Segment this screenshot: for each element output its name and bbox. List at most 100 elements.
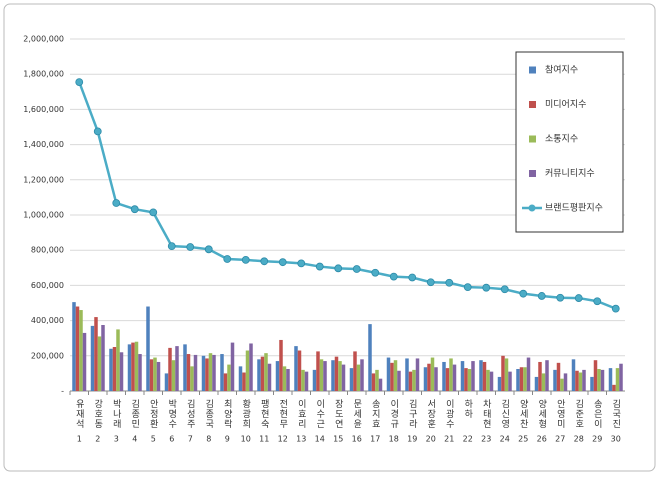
- bar: [331, 360, 335, 391]
- line-marker: [241, 255, 250, 264]
- bar: [563, 373, 568, 391]
- bar: [489, 371, 494, 391]
- bar: [590, 376, 594, 391]
- legend-marker: [528, 204, 536, 212]
- y-tick-label: 1,200,000: [23, 175, 64, 184]
- x-tick-label: 차태현: [481, 398, 491, 429]
- line-marker: [149, 208, 158, 217]
- bar: [534, 376, 539, 391]
- line-marker: [75, 78, 84, 87]
- y-tick-label: 800,000: [31, 246, 64, 255]
- bar: [445, 368, 450, 391]
- bar: [545, 360, 549, 391]
- bar: [249, 343, 253, 391]
- bar: [323, 361, 327, 391]
- line-marker: [93, 127, 102, 136]
- x-rank-label: 14: [315, 435, 325, 444]
- y-tick-label: -: [61, 387, 64, 396]
- line-marker: [537, 292, 546, 300]
- bar: [79, 310, 83, 391]
- bar: [230, 342, 235, 391]
- bar: [183, 344, 187, 391]
- y-tick-label: 200,000: [31, 351, 64, 360]
- bar: [220, 354, 224, 391]
- line-marker: [278, 258, 287, 267]
- x-tick-label: 송은이: [592, 399, 602, 429]
- bar: [297, 350, 302, 391]
- bar: [349, 368, 354, 391]
- x-rank-label: 20: [426, 435, 436, 444]
- x-tick-label: 황광희: [240, 399, 250, 429]
- bar: [257, 359, 261, 391]
- x-tick-label: 김종민: [129, 398, 139, 429]
- bar: [423, 367, 428, 391]
- y-tick-label: 400,000: [31, 316, 64, 325]
- bar: [97, 336, 102, 391]
- bar: [238, 366, 243, 391]
- x-rank-label: 15: [333, 435, 343, 444]
- x-rank-label: 11: [259, 435, 269, 444]
- bar: [90, 325, 95, 391]
- x-tick-label: 이경규: [388, 399, 398, 429]
- bar: [397, 370, 401, 391]
- bar: [375, 369, 379, 391]
- bar: [156, 361, 161, 391]
- bar: [575, 370, 579, 391]
- x-tick-label: 박나래: [111, 399, 121, 429]
- x-tick-label: 김종국: [203, 398, 213, 429]
- line-marker: [445, 278, 454, 287]
- bar: [260, 356, 265, 391]
- bar: [164, 373, 169, 391]
- x-rank-label: 10: [241, 435, 251, 444]
- bar: [168, 347, 172, 391]
- bar: [378, 378, 383, 391]
- y-tick-label: 1,400,000: [23, 140, 64, 149]
- bar: [612, 384, 616, 391]
- bar: [146, 306, 150, 391]
- bar: [593, 360, 598, 391]
- x-rank-label: 30: [611, 435, 621, 444]
- x-rank-label: 2: [95, 435, 100, 444]
- x-rank-label: 27: [555, 435, 565, 444]
- bar: [338, 361, 342, 391]
- x-rank-label: 5: [151, 435, 156, 444]
- bar: [334, 356, 339, 391]
- bar: [190, 366, 194, 391]
- x-rank-label: 29: [592, 435, 602, 444]
- bar: [452, 364, 457, 391]
- chart-border: [3, 3, 656, 472]
- line-marker: [297, 259, 306, 268]
- bar: [415, 358, 420, 391]
- bar: [600, 369, 605, 391]
- bar: [405, 358, 409, 391]
- bar: [386, 357, 391, 391]
- bar: [275, 361, 280, 391]
- x-tick-label: 장도연: [333, 399, 343, 429]
- line-marker: [463, 283, 472, 292]
- y-tick-label: 1,000,000: [23, 211, 64, 220]
- bar: [171, 360, 176, 391]
- y-tick-label: 1,800,000: [23, 70, 64, 79]
- line-marker: [426, 278, 435, 287]
- x-tick-label: 이효리: [296, 399, 306, 429]
- x-rank-label: 13: [296, 435, 306, 444]
- bar: [341, 364, 346, 391]
- x-tick-label: 김성주: [185, 398, 195, 429]
- bar: [353, 351, 357, 391]
- bar: [471, 361, 475, 391]
- legend-swatch: [529, 135, 536, 143]
- bar: [523, 367, 527, 391]
- line-marker: [611, 304, 620, 313]
- x-tick-label: 김국진: [610, 398, 620, 429]
- bar: [119, 352, 124, 391]
- line-marker: [519, 289, 528, 298]
- bar: [205, 358, 209, 391]
- x-rank-label: 4: [132, 435, 137, 444]
- line-marker: [167, 242, 176, 251]
- x-rank-label: 23: [481, 435, 491, 444]
- line-marker: [482, 283, 491, 292]
- bar: [212, 354, 216, 391]
- bar: [571, 359, 576, 391]
- bar: [508, 371, 512, 391]
